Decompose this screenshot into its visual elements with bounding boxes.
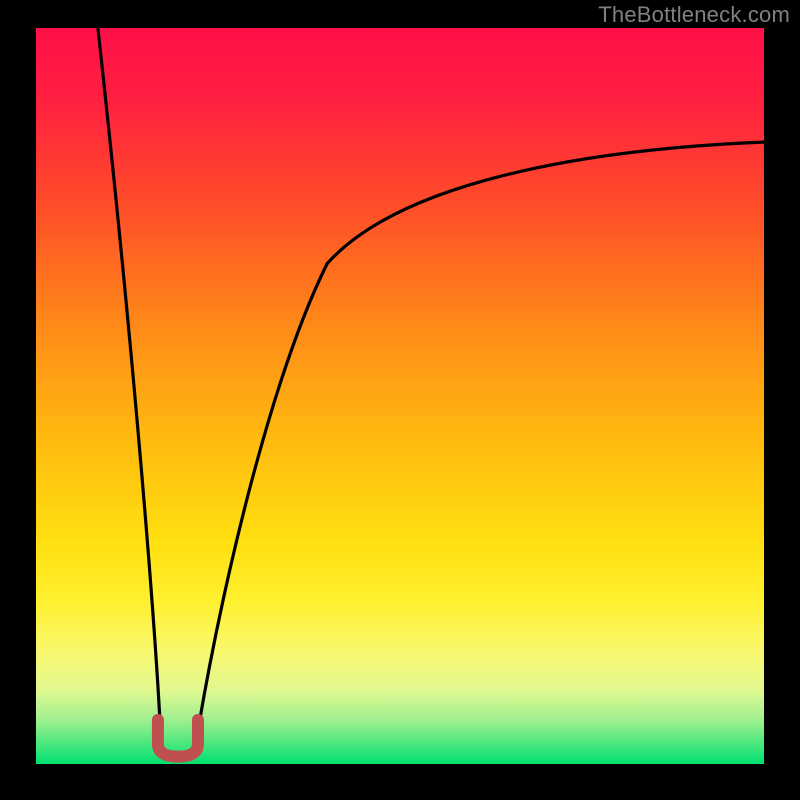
chart-plot-area — [36, 28, 764, 764]
watermark-text: TheBottleneck.com — [598, 2, 790, 28]
chart-frame: TheBottleneck.com — [0, 0, 800, 800]
gradient-v-chart — [0, 0, 800, 800]
